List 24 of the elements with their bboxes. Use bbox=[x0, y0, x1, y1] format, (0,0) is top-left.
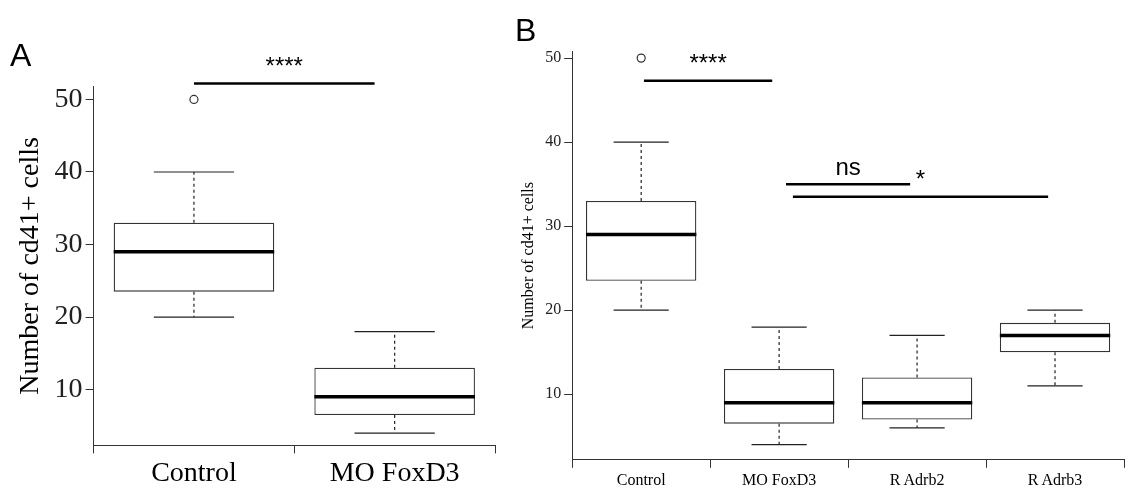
y-tick-label: 40 bbox=[54, 154, 83, 186]
y-tick-label: 50 bbox=[545, 48, 562, 66]
y-axis-title: Number of cd41+ cells bbox=[13, 137, 45, 395]
y-axis-title: Number of cd41+ cells bbox=[518, 182, 536, 330]
chart-title: B bbox=[515, 12, 537, 49]
x-tick-label: R Adrb2 bbox=[889, 470, 945, 488]
x-tick-label: Control bbox=[151, 455, 237, 487]
text: **** bbox=[265, 52, 303, 80]
y-tick-label: 10 bbox=[545, 384, 562, 402]
chart-title: A bbox=[10, 37, 32, 74]
x-tick-label: R Adrb3 bbox=[1027, 470, 1083, 488]
annotation: **** bbox=[689, 49, 727, 77]
y-tick-label: 30 bbox=[54, 226, 83, 258]
y-tick-label: 30 bbox=[545, 216, 562, 234]
y-tick-label: 40 bbox=[545, 132, 562, 150]
x-tick-label: MO FoxD3 bbox=[742, 470, 817, 488]
y-tick-label: 10 bbox=[54, 371, 83, 403]
x-tick-label: Control bbox=[616, 470, 667, 488]
annotation: ns bbox=[835, 152, 861, 180]
y-tick-label: 20 bbox=[545, 300, 562, 318]
x-tick-label: MO FoxD3 bbox=[329, 455, 460, 487]
y-tick-label: 20 bbox=[54, 299, 83, 331]
y-tick-label: 50 bbox=[54, 81, 83, 113]
annotation: * bbox=[915, 165, 926, 193]
